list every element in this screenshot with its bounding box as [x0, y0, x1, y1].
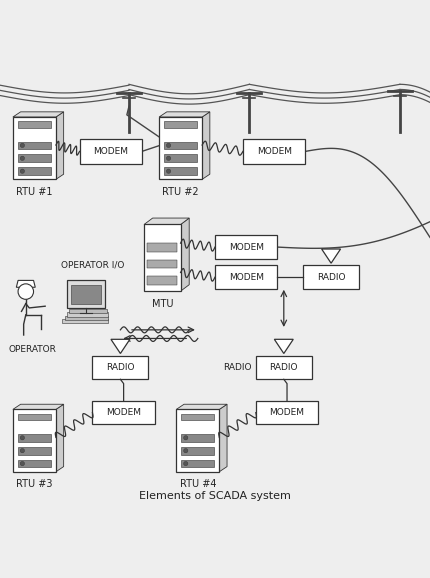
- Circle shape: [184, 449, 188, 453]
- Bar: [147, 243, 177, 252]
- Text: MTU: MTU: [151, 299, 173, 309]
- Circle shape: [20, 436, 25, 440]
- Bar: [144, 224, 181, 291]
- Bar: [13, 409, 56, 472]
- Bar: [215, 265, 277, 289]
- Polygon shape: [219, 404, 227, 472]
- Polygon shape: [111, 339, 130, 354]
- Bar: [164, 142, 197, 149]
- Polygon shape: [13, 112, 64, 117]
- Text: Elements of SCADA system: Elements of SCADA system: [139, 491, 291, 501]
- Bar: [147, 260, 177, 268]
- Text: RTU #1: RTU #1: [16, 187, 52, 197]
- Bar: [18, 414, 51, 420]
- Text: RTU #3: RTU #3: [16, 480, 52, 490]
- Circle shape: [20, 461, 25, 466]
- Text: RADIO: RADIO: [106, 363, 135, 372]
- Text: OPERATOR: OPERATOR: [8, 345, 56, 354]
- Polygon shape: [56, 404, 64, 472]
- Polygon shape: [56, 112, 64, 179]
- Polygon shape: [159, 112, 210, 117]
- Polygon shape: [144, 218, 189, 224]
- Text: OPERATOR I/O: OPERATOR I/O: [61, 261, 124, 270]
- Circle shape: [166, 143, 171, 147]
- Circle shape: [20, 156, 25, 161]
- Circle shape: [20, 169, 25, 173]
- Circle shape: [20, 143, 25, 147]
- Text: MODEM: MODEM: [270, 408, 304, 417]
- Bar: [62, 319, 108, 324]
- Bar: [67, 280, 105, 308]
- Bar: [18, 121, 51, 128]
- Bar: [303, 265, 359, 289]
- Text: MODEM: MODEM: [257, 147, 292, 156]
- Circle shape: [184, 436, 188, 440]
- Bar: [181, 414, 214, 420]
- Bar: [92, 355, 148, 379]
- Circle shape: [166, 156, 171, 161]
- Polygon shape: [176, 404, 227, 409]
- Bar: [159, 117, 202, 179]
- Text: RADIO: RADIO: [270, 363, 298, 372]
- Bar: [71, 285, 101, 304]
- Bar: [147, 276, 177, 285]
- Text: RTU #2: RTU #2: [162, 187, 199, 197]
- Bar: [18, 460, 51, 468]
- Bar: [164, 121, 197, 128]
- Circle shape: [184, 461, 188, 466]
- Bar: [18, 434, 51, 442]
- Text: MODEM: MODEM: [106, 408, 141, 417]
- Polygon shape: [322, 249, 341, 263]
- Bar: [64, 316, 108, 320]
- Bar: [256, 355, 312, 379]
- Polygon shape: [13, 404, 64, 409]
- Bar: [181, 434, 214, 442]
- Bar: [80, 139, 142, 164]
- Text: RADIO: RADIO: [223, 363, 252, 372]
- Text: MODEM: MODEM: [229, 243, 264, 251]
- Bar: [243, 139, 305, 164]
- Bar: [92, 401, 155, 424]
- Text: RADIO: RADIO: [317, 273, 345, 281]
- Text: MODEM: MODEM: [93, 147, 128, 156]
- Bar: [256, 401, 318, 424]
- Text: MODEM: MODEM: [229, 273, 264, 281]
- Bar: [164, 167, 197, 175]
- Polygon shape: [274, 339, 293, 354]
- Text: RTU #4: RTU #4: [180, 480, 216, 490]
- Circle shape: [20, 449, 25, 453]
- Polygon shape: [181, 218, 189, 291]
- Bar: [18, 167, 51, 175]
- Circle shape: [166, 169, 171, 173]
- Bar: [176, 409, 219, 472]
- Bar: [181, 447, 214, 454]
- Bar: [69, 309, 108, 313]
- Bar: [13, 117, 56, 179]
- Polygon shape: [16, 280, 35, 287]
- Circle shape: [18, 284, 34, 299]
- Bar: [164, 154, 197, 162]
- Bar: [215, 235, 277, 259]
- Polygon shape: [202, 112, 210, 179]
- Bar: [18, 142, 51, 149]
- Bar: [67, 312, 108, 317]
- Bar: [18, 447, 51, 454]
- Bar: [181, 460, 214, 468]
- Bar: [18, 154, 51, 162]
